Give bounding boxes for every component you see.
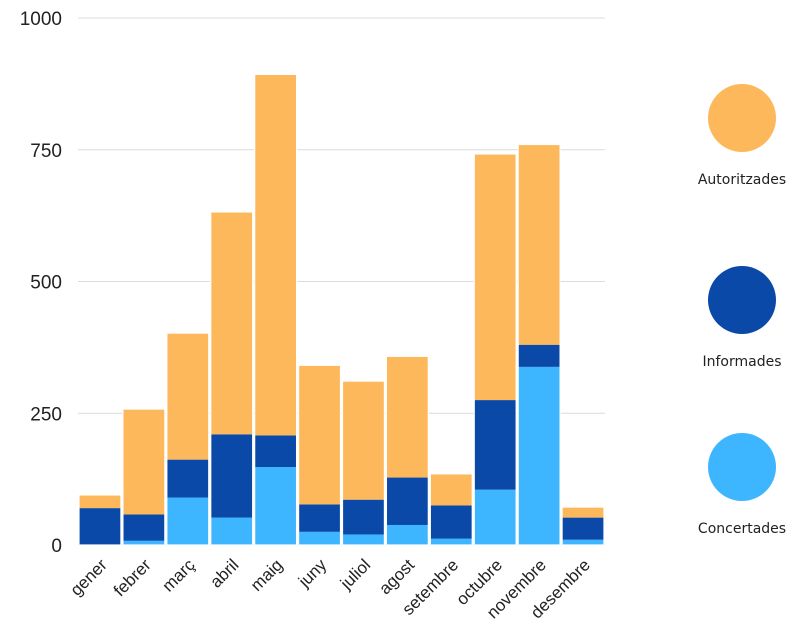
bar-concertades-febrer xyxy=(122,540,165,545)
bar-informades-agost xyxy=(386,477,429,525)
x-tick-label: maig xyxy=(247,555,286,594)
grid xyxy=(78,17,605,546)
x-tick-label: abril xyxy=(206,555,242,591)
x-tick-label: març xyxy=(158,555,199,596)
bars xyxy=(78,73,605,546)
bar-outline xyxy=(561,506,605,546)
bar-outline xyxy=(254,73,298,546)
bar-autoritzades-novembre xyxy=(518,144,561,345)
bar-outline xyxy=(78,494,122,546)
bar-informades-juliol xyxy=(342,499,385,535)
legend-item-informades: Informades xyxy=(672,266,806,370)
bar-informades-novembre xyxy=(518,344,561,367)
y-tick-label: 750 xyxy=(30,141,62,162)
bar-informades-març xyxy=(166,459,209,498)
bar-concertades-novembre xyxy=(518,366,561,545)
legend-label-concertades: Concertades xyxy=(697,521,787,537)
bar-outline xyxy=(210,211,254,546)
bar-outline xyxy=(341,380,386,546)
bar-autoritzades-abril xyxy=(210,211,253,435)
bar-informades-maig xyxy=(254,435,297,468)
bar-autoritzades-setembre xyxy=(430,473,473,506)
legend-item-concertades: Concertades xyxy=(672,433,806,537)
bar-concertades-setembre xyxy=(430,538,473,545)
bar-outline xyxy=(429,473,473,546)
bar-autoritzades-desembre xyxy=(562,507,604,518)
bar-autoritzades-juny xyxy=(298,365,341,505)
bar-concertades-juliol xyxy=(342,534,385,545)
bar-concertades-desembre xyxy=(562,539,604,545)
y-axis-ticks: 0 250 500 750 1000 xyxy=(20,9,62,557)
y-tick-label: 500 xyxy=(30,273,62,294)
bar-concertades-octubre xyxy=(474,489,517,545)
bar-autoritzades-març xyxy=(166,333,209,460)
legend-swatch-informades xyxy=(708,266,776,334)
x-tick-label: gener xyxy=(67,555,111,599)
bar-informades-desembre xyxy=(562,517,604,540)
legend-label-autoritzades: Autoritzades xyxy=(697,172,787,188)
bar-concertades-maig xyxy=(254,467,297,545)
legend-item-autoritzades: Autoritzades xyxy=(672,84,806,188)
bar-autoritzades-gener xyxy=(79,494,121,509)
legend-label-informades: Informades xyxy=(702,354,782,370)
bar-informades-abril xyxy=(210,434,253,518)
bar-autoritzades-juliol xyxy=(342,381,385,500)
bar-autoritzades-agost xyxy=(386,356,429,478)
x-tick-label: juliol xyxy=(336,555,374,593)
bar-informades-juny xyxy=(298,504,341,532)
bar-informades-octubre xyxy=(474,400,517,490)
bar-outline xyxy=(385,355,429,546)
bar-autoritzades-febrer xyxy=(122,409,165,515)
bar-concertades-juny xyxy=(298,531,341,545)
bar-autoritzades-maig xyxy=(254,74,297,436)
bar-informades-febrer xyxy=(122,514,165,541)
bar-outline xyxy=(517,143,561,546)
bar-concertades-abril xyxy=(210,517,253,545)
y-tick-label: 1000 xyxy=(20,9,62,30)
bar-outline xyxy=(166,332,210,546)
bar-concertades-març xyxy=(166,497,209,545)
bar-concertades-agost xyxy=(386,524,429,545)
x-axis-ticks: gener febrer març abril maig juny juliol agosts… xyxy=(67,555,594,622)
bar-informades-setembre xyxy=(430,505,473,539)
bar-outline xyxy=(473,153,517,546)
bar-outline xyxy=(297,364,342,546)
legend-swatch-autoritzades xyxy=(708,84,776,152)
bar-informades-gener xyxy=(79,508,121,545)
bar-autoritzades-octubre xyxy=(474,153,517,401)
bar-outline xyxy=(122,408,166,546)
legend-swatch-concertades xyxy=(708,433,776,501)
y-tick-label: 0 xyxy=(51,536,62,557)
x-tick-label: febrer xyxy=(110,555,155,600)
x-tick-label: juny xyxy=(294,555,331,592)
y-tick-label: 250 xyxy=(30,404,62,425)
